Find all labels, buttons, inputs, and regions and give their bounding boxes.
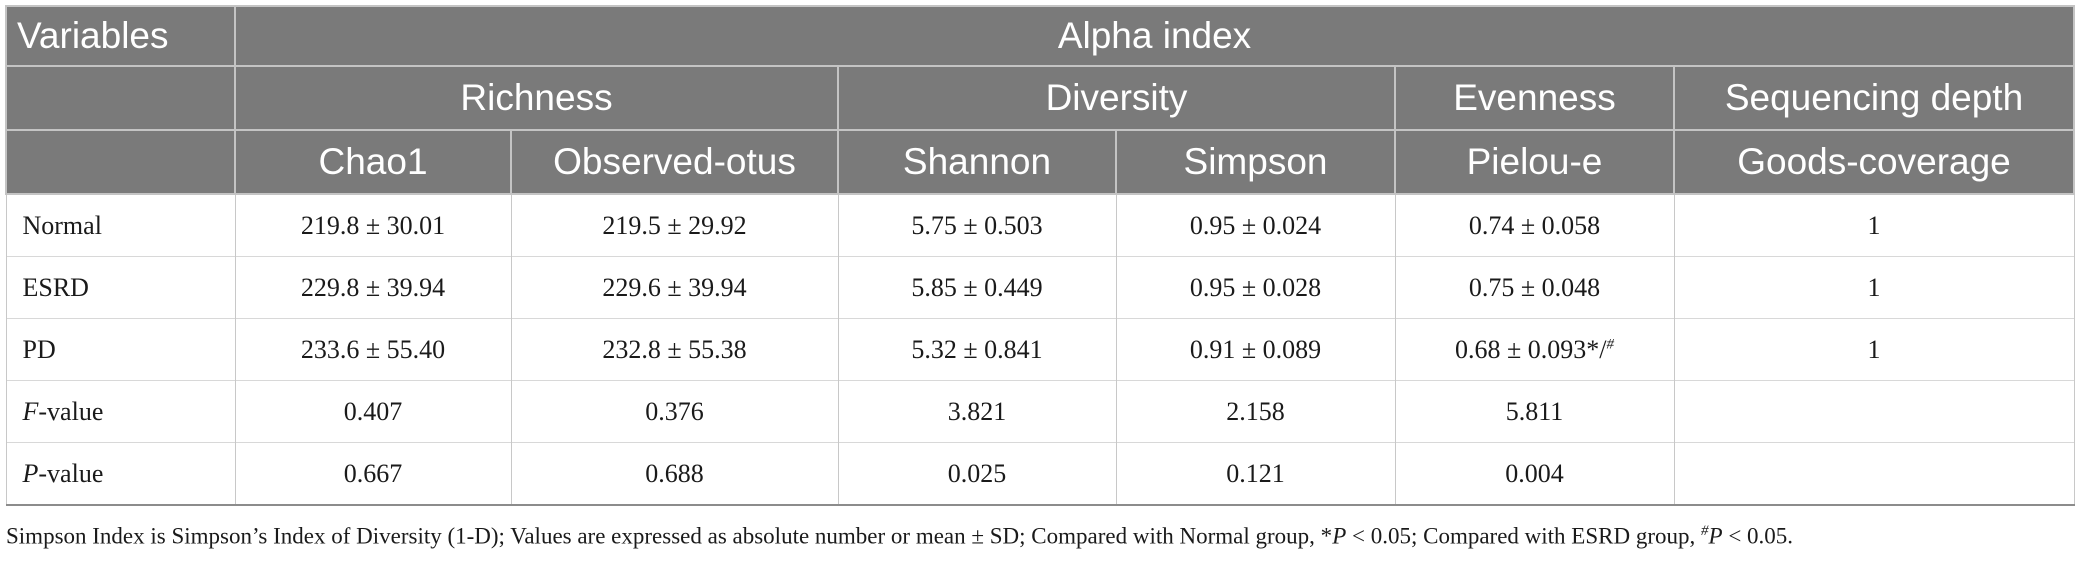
- richness-header: Richness: [234, 65, 839, 131]
- chao1-cell: 233.6 ± 55.40: [234, 318, 512, 381]
- pielou-e-cell: 0.75 ± 0.048: [1394, 256, 1675, 319]
- footnote-p-1: P: [1332, 523, 1347, 549]
- simpson-cell: 0.95 ± 0.028: [1115, 256, 1396, 319]
- evenness-header: Evenness: [1394, 65, 1675, 131]
- simpson-header: Simpson: [1115, 129, 1396, 195]
- p-italic: P: [22, 458, 39, 488]
- shannon-cell: 0.025: [837, 442, 1117, 506]
- footnote-text-1: Simpson Index is Simpson’s Index of Dive…: [6, 523, 1333, 549]
- simpson-cell: 2.158: [1115, 380, 1396, 443]
- empty-header-cell: [5, 129, 236, 195]
- observed-otus-cell: 229.6 ± 39.94: [510, 256, 839, 319]
- chao1-header: Chao1: [234, 129, 512, 195]
- goods-coverage-cell: 1: [1673, 193, 2075, 257]
- chao1-cell: 0.667: [234, 442, 512, 506]
- footnote-p-2: P: [1708, 523, 1723, 549]
- goods-coverage-cell: 1: [1673, 256, 2075, 319]
- header-row-1: Variables Alpha index: [5, 5, 2075, 67]
- shannon-cell: 3.821: [837, 380, 1117, 443]
- pielou-e-value: 0.68 ± 0.093*/: [1455, 334, 1607, 364]
- table-container: Variables Alpha index Richness Diversity…: [5, 5, 2075, 506]
- f-label-rest: -value: [38, 396, 104, 426]
- chao1-cell: 0.407: [234, 380, 512, 443]
- pielou-e-header: Pielou-e: [1394, 129, 1675, 195]
- chao1-cell: 219.8 ± 30.01: [234, 193, 512, 257]
- pielou-e-cell: 0.68 ± 0.093*/#: [1394, 318, 1675, 381]
- observed-otus-cell: 219.5 ± 29.92: [510, 193, 839, 257]
- goods-coverage-cell: [1673, 380, 2075, 443]
- pielou-e-cell: 0.004: [1394, 442, 1675, 506]
- empty-header-cell: [5, 65, 236, 131]
- chao1-cell: 229.8 ± 39.94: [234, 256, 512, 319]
- alpha-index-header: Alpha index: [234, 5, 2075, 67]
- row-label: ESRD: [5, 256, 236, 319]
- p-label-rest: -value: [38, 458, 104, 488]
- goods-coverage-cell: [1673, 442, 2075, 506]
- shannon-header: Shannon: [837, 129, 1117, 195]
- footnote-text-3: < 0.05.: [1722, 523, 1794, 549]
- goods-coverage-cell: 1: [1673, 318, 2075, 381]
- table-row-pd: PD 233.6 ± 55.40 232.8 ± 55.38 5.32 ± 0.…: [5, 318, 2075, 381]
- row-label: P-value: [5, 442, 236, 506]
- header-row-2: Richness Diversity Evenness Sequencing d…: [5, 65, 2075, 131]
- table-row-esrd: ESRD 229.8 ± 39.94 229.6 ± 39.94 5.85 ± …: [5, 256, 2075, 319]
- table-row-normal: Normal 219.8 ± 30.01 219.5 ± 29.92 5.75 …: [5, 193, 2075, 257]
- sequencing-depth-header: Sequencing depth: [1673, 65, 2075, 131]
- variables-header: Variables: [5, 5, 236, 67]
- simpson-cell: 0.91 ± 0.089: [1115, 318, 1396, 381]
- shannon-cell: 5.75 ± 0.503: [837, 193, 1117, 257]
- row-label: Normal: [5, 193, 236, 257]
- alpha-index-table: Variables Alpha index Richness Diversity…: [5, 5, 2075, 506]
- simpson-cell: 0.121: [1115, 442, 1396, 506]
- observed-otus-cell: 0.376: [510, 380, 839, 443]
- observed-otus-header: Observed-otus: [510, 129, 839, 195]
- observed-otus-cell: 0.688: [510, 442, 839, 506]
- footnote-text-2: < 0.05; Compared with ESRD group,: [1346, 523, 1702, 549]
- hash-superscript: #: [1606, 335, 1615, 352]
- observed-otus-cell: 232.8 ± 55.38: [510, 318, 839, 381]
- pielou-e-cell: 0.74 ± 0.058: [1394, 193, 1675, 257]
- row-label: PD: [5, 318, 236, 381]
- footnote-hash: #: [1701, 523, 1709, 539]
- header-row-3: Chao1 Observed-otus Shannon Simpson Piel…: [5, 129, 2075, 195]
- simpson-cell: 0.95 ± 0.024: [1115, 193, 1396, 257]
- table-footnote: Simpson Index is Simpson’s Index of Dive…: [6, 523, 2074, 550]
- table-row-p-value: P-value 0.667 0.688 0.025 0.121 0.004: [5, 442, 2075, 506]
- f-italic: F: [22, 396, 39, 426]
- shannon-cell: 5.85 ± 0.449: [837, 256, 1117, 319]
- shannon-cell: 5.32 ± 0.841: [837, 318, 1117, 381]
- table-row-f-value: F-value 0.407 0.376 3.821 2.158 5.811: [5, 380, 2075, 443]
- goods-coverage-header: Goods-coverage: [1673, 129, 2075, 195]
- row-label: F-value: [5, 380, 236, 443]
- pielou-e-cell: 5.811: [1394, 380, 1675, 443]
- diversity-header: Diversity: [837, 65, 1396, 131]
